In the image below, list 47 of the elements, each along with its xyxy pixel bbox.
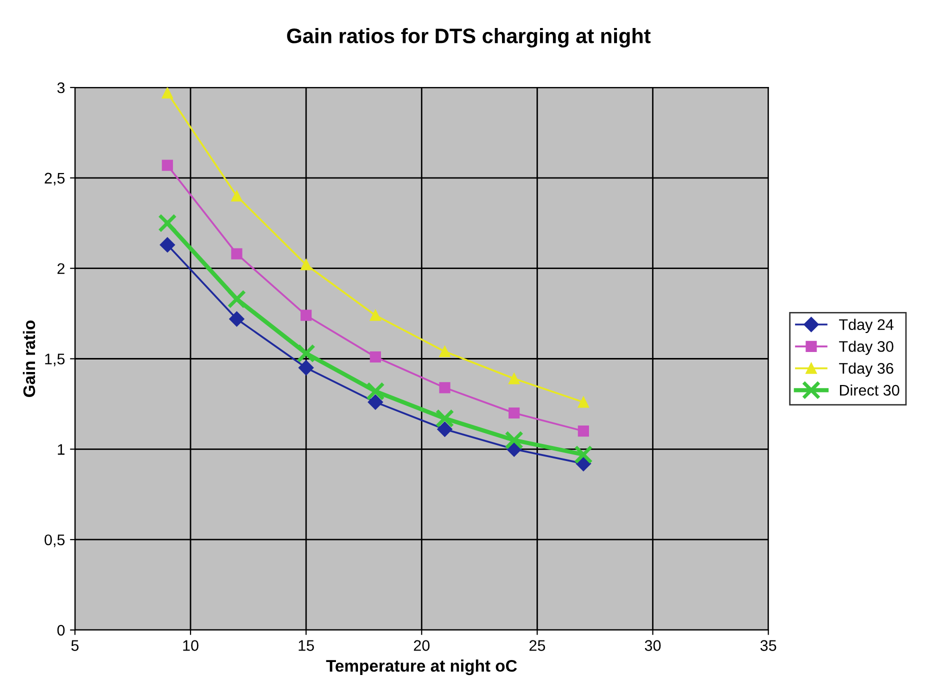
y-tick-label: 1 — [58, 444, 64, 455]
x-axis-title: Temperature at night oC — [326, 660, 517, 676]
y-tick-label: 3 — [57, 82, 65, 94]
x-tick-label: 35 — [760, 640, 776, 651]
point — [366, 382, 385, 401]
x-tick-label: 30 — [644, 640, 661, 651]
legend-label: Direct 30 — [840, 384, 900, 396]
point — [227, 290, 246, 308]
point — [158, 214, 177, 232]
point — [504, 430, 524, 450]
point — [368, 394, 383, 410]
y-tick-label: 2 — [58, 263, 64, 274]
y-tick-label: 1,5 — [45, 354, 65, 366]
y-tick-label: 0 — [57, 624, 65, 636]
point — [300, 259, 312, 270]
point — [162, 160, 173, 171]
point — [508, 373, 520, 384]
legend-label: Tday 30 — [839, 340, 894, 355]
x-tick-label: 25 — [529, 640, 546, 651]
point — [437, 422, 452, 437]
x-tick-label: 10 — [183, 640, 198, 651]
legend-label: Tday 24 — [839, 318, 894, 334]
x-tick-label: 15 — [298, 640, 314, 651]
point — [435, 409, 454, 428]
point — [162, 88, 173, 98]
point — [298, 360, 314, 376]
point — [296, 344, 316, 363]
legend-label: Tday 36 — [839, 362, 894, 377]
x-tick-label: 5 — [71, 640, 79, 651]
point — [300, 310, 312, 321]
chart-title: Gain ratios for DTS charging at night — [287, 28, 651, 48]
y-tick-label: 2,5 — [44, 172, 65, 186]
point — [439, 346, 450, 358]
point — [160, 237, 175, 252]
point — [578, 426, 589, 437]
point — [229, 311, 244, 327]
point — [574, 445, 593, 464]
point — [370, 351, 381, 362]
point — [231, 248, 242, 260]
y-axis-title: Gain ratio — [22, 320, 36, 397]
point — [370, 310, 381, 321]
point — [231, 190, 242, 202]
x-tick-label: 20 — [414, 640, 430, 651]
y-tick-label: 0,5 — [44, 534, 65, 548]
point — [439, 382, 450, 394]
point — [578, 396, 589, 408]
point — [508, 407, 520, 419]
